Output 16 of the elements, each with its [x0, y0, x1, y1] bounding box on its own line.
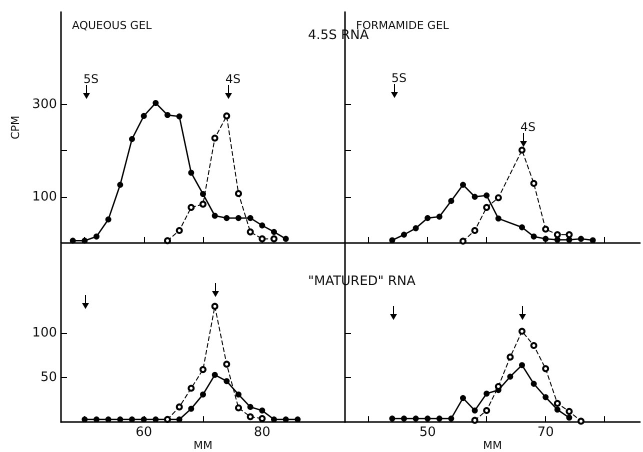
text: AQUEOUS GEL — [72, 19, 153, 32]
y-tick-label: 50 — [40, 370, 57, 386]
x-tick-label: 70 — [537, 425, 554, 440]
annotation: 5S — [83, 72, 99, 86]
annotation: 4S — [225, 72, 241, 86]
y-tick-label: 300 — [32, 96, 57, 112]
x-tick-label: 80 — [254, 425, 270, 440]
y-tick-label: 100 — [32, 189, 57, 204]
x-tick-label: 50 — [419, 425, 436, 440]
x-axis-title: MM — [483, 439, 502, 452]
annotation: 5S — [391, 71, 407, 85]
x-tick-label: 60 — [136, 425, 152, 440]
x-axis-title: MM — [194, 439, 212, 452]
y-axis-title: CPM — [9, 116, 22, 140]
annotation: 4S — [520, 120, 536, 134]
y-tick-label: 100 — [32, 326, 57, 341]
